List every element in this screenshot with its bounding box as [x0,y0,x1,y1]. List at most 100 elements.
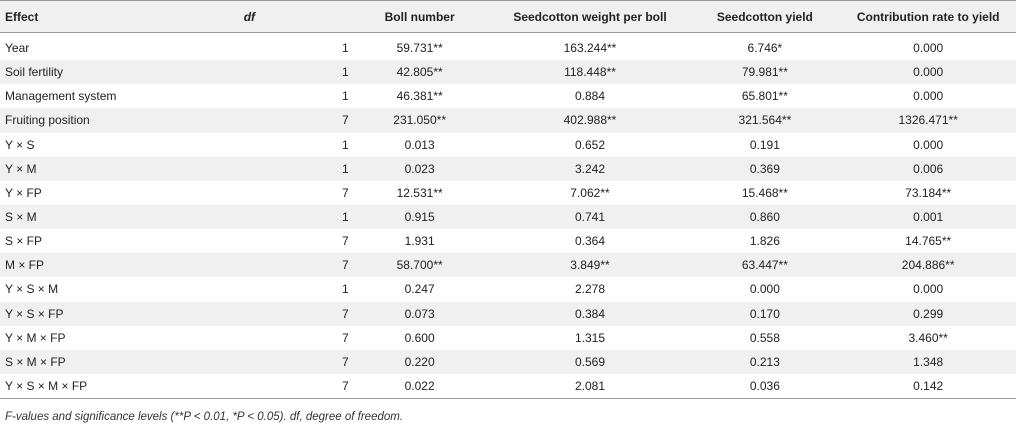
cell-seedcotton-weight: 3.849** [490,253,690,278]
cell-df: 7 [150,253,349,278]
cell-seedcotton-weight: 163.244** [563,41,617,56]
cell-contribution-rate: 0.299 [840,301,1016,326]
cell-seedcotton-weight: 1.315 [574,330,605,345]
cell-contribution-rate: 1326.471** [840,108,1016,133]
cell-seedcotton-yield: 0.369 [689,156,841,181]
cell-contribution-rate: 0.000 [913,282,944,297]
cell-boll-number: 0.600 [404,330,435,345]
table-row: S × FP 7 1.931 0.364 1.826 14.765** [0,229,1016,253]
cell-contribution-rate: 0.006 [840,156,1016,181]
cell-boll-number: 0.023 [348,156,491,181]
table-row: Soil fertility 1 42.805** 118.448** 79.981**… [0,60,1016,85]
cell-seedcotton-yield: 79.981** [689,60,841,85]
table-row: Y × S × FP 7 0.073 0.384 0.170 0.299 [0,301,1016,326]
cell-contribution-rate: 14.765** [905,234,952,249]
table-row: Year 1 59.731** 163.244** 6.746* 0.000 [0,33,1016,61]
cell-seedcotton-yield: 0.170 [689,301,841,326]
cell-seedcotton-yield: 0.000 [749,282,780,297]
cell-df: 1 [342,41,349,56]
cell-df: 1 [342,137,349,152]
header-boll-number: Boll number [348,0,491,33]
cell-contribution-rate: 0.000 [913,41,944,56]
cell-seedcotton-yield: 0.860 [689,204,841,230]
cell-effect: Management system [5,89,117,104]
cell-seedcotton-weight: 0.741 [490,204,690,230]
table-row: S × M × FP 7 0.220 0.569 0.213 1.348 [0,349,1016,374]
cell-seedcotton-yield: 0.036 [689,373,841,400]
header-seedcotton-weight: Seedcotton weight per boll [490,0,690,33]
cell-contribution-rate: 0.000 [913,89,944,104]
cell-effect: Y × S [5,137,35,152]
table-row: Management system 1 46.381** 0.884 65.801** 0… [0,84,1016,108]
cell-effect: Soil fertility [0,60,151,85]
table-header-row: Effect df Boll number Seedcotton weight … [0,0,1016,33]
cell-boll-number: 0.247 [404,282,435,297]
table-row: S × M 1 0.915 0.741 0.860 0.001 [0,204,1016,230]
cell-effect: Y × M [0,156,151,181]
cell-seedcotton-yield: 1.826 [749,234,780,249]
cell-contribution-rate: 0.000 [840,60,1016,85]
cell-effect: S × M × FP [0,349,151,374]
cell-contribution-rate: 3.460** [908,330,948,345]
cell-seedcotton-yield: 0.191 [749,137,780,152]
cell-seedcotton-weight: 7.062** [570,185,610,200]
cell-boll-number: 0.220 [348,349,491,374]
cell-df: 7 [342,330,349,345]
cell-boll-number: 0.022 [348,373,491,400]
cell-df: 7 [342,234,349,249]
cell-boll-number: 59.731** [396,41,443,56]
cell-df: 1 [150,204,349,230]
table-row: Y × S × M × FP 7 0.022 2.081 0.036 0.142 [0,373,1016,400]
table-row: Y × S × M 1 0.247 2.278 0.000 0.000 [0,277,1016,301]
anova-table: Effect df Boll number Seedcotton weight … [0,0,1016,400]
cell-boll-number: 12.531** [396,185,443,200]
cell-seedcotton-yield: 63.447** [689,253,841,278]
cell-boll-number: 0.013 [404,137,435,152]
cell-effect: Y × S × FP [0,301,151,326]
table-row: Y × M 1 0.023 3.242 0.369 0.006 [0,156,1016,181]
cell-seedcotton-yield: 321.564** [689,108,841,133]
cell-df: 1 [150,60,349,85]
cell-seedcotton-weight: 0.384 [490,301,690,326]
cell-effect: M × FP [0,253,151,278]
cell-seedcotton-yield: 15.468** [741,185,788,200]
header-seedcotton-yield: Seedcotton yield [689,0,841,33]
cell-df: 7 [150,108,349,133]
cell-effect: Y × S × M × FP [0,373,151,400]
table-body: Year 1 59.731** 163.244** 6.746* 0.000 Soil fe… [0,33,1016,400]
cell-boll-number: 0.915 [348,204,491,230]
header-contribution-rate: Contribution rate to yield [840,0,1016,33]
cell-contribution-rate: 1.348 [840,349,1016,374]
cell-seedcotton-weight: 0.364 [574,234,605,249]
table-row: M × FP 7 58.700** 3.849** 63.447** 204.886** [0,253,1016,278]
cell-effect: Year [5,41,30,56]
cell-seedcotton-weight: 402.988** [490,108,690,133]
cell-df: 1 [342,282,349,297]
table-row: Y × M × FP 7 0.600 1.315 0.558 3.460** [0,326,1016,350]
cell-seedcotton-weight: 2.081 [490,373,690,400]
cell-df: 7 [150,373,349,400]
cell-df: 7 [150,349,349,374]
cell-effect: Y × M × FP [5,330,66,345]
cell-seedcotton-weight: 118.448** [490,60,690,85]
cell-effect: Fruiting position [0,108,151,133]
table-row: Fruiting position 7 231.050** 402.988** 321.… [0,108,1016,133]
cell-effect: S × M [0,204,151,230]
table-footnote: F-values and significance levels (**P < … [5,411,404,423]
cell-df: 7 [342,185,349,200]
cell-seedcotton-yield: 0.213 [689,349,841,374]
cell-df: 7 [150,301,349,326]
cell-effect: Y × S × M [5,282,59,297]
cell-contribution-rate: 0.000 [913,137,944,152]
cell-boll-number: 231.050** [348,108,491,133]
table-row: Y × S 1 0.013 0.652 0.191 0.000 [0,133,1016,157]
cell-seedcotton-weight: 0.569 [490,349,690,374]
cell-boll-number: 42.805** [348,60,491,85]
cell-seedcotton-yield: 6.746* [747,41,783,56]
cell-contribution-rate: 73.184** [905,185,952,200]
cell-boll-number: 0.073 [348,301,491,326]
cell-contribution-rate: 0.142 [840,373,1016,400]
cell-effect: Y × FP [5,185,42,200]
table-row: Y × FP 7 12.531** 7.062** 15.468** 73.184** [0,181,1016,205]
